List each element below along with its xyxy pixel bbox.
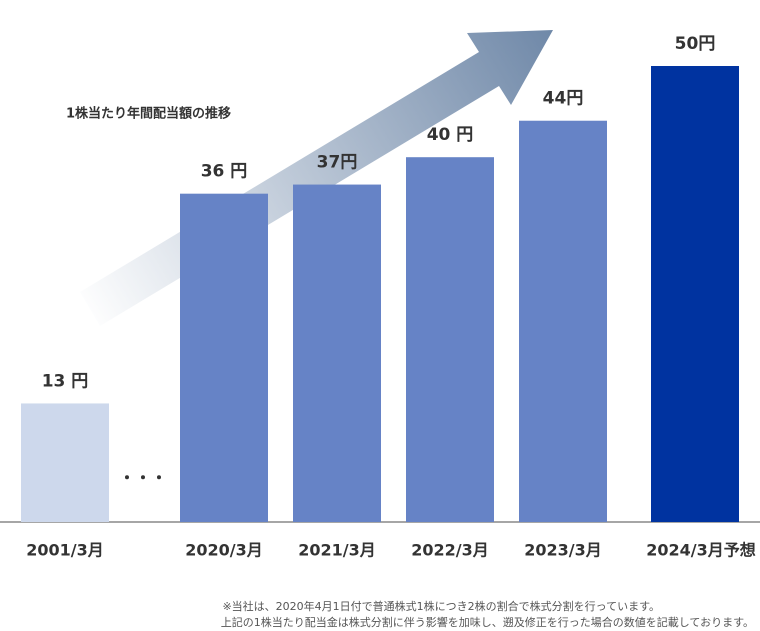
x-tick-label: 2023/3月 [524,541,602,560]
value-label: 37円 [317,153,358,173]
x-tick-label: 2021/3月 [298,541,376,560]
bar [293,184,381,522]
bar [21,403,109,522]
footnote: 上記の1株当たり配当金は株式分割に伴う影響を加味し、遡及修正を行った場合の数値を… [221,615,754,629]
x-tick-label: 2020/3月 [185,541,263,560]
bar [406,157,494,522]
bar [519,120,607,522]
x-tick-label: 2022/3月 [411,541,489,560]
value-label: 40 円 [427,125,474,145]
value-label: 36 円 [201,162,248,182]
bar [651,66,739,522]
annotation: 1株当たり年間配当額の推移 [66,106,231,122]
ellipsis: ・・・ [119,469,167,488]
footnote: ※当社は、2020年4月1日付で普通株式1株につき2株の割合で株式分割を行ってい… [222,599,660,613]
value-label: 13 円 [42,371,89,391]
value-label: 44円 [543,89,584,109]
x-tick-label: 2001/3月 [26,541,104,560]
value-label: 50円 [675,34,716,54]
bar [180,193,268,522]
x-tick-label: 2024/3月予想 [646,541,756,560]
